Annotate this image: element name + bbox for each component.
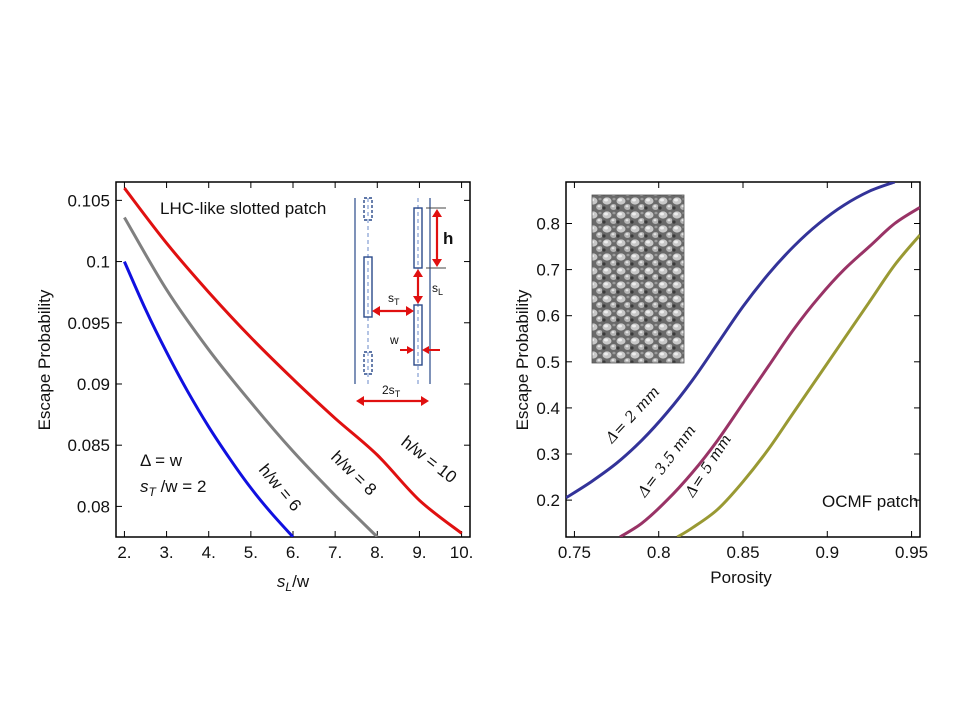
series-lines xyxy=(566,182,920,537)
y-tick-label: 0.1 xyxy=(86,253,110,272)
y-tick-label: 0.4 xyxy=(536,399,560,418)
inset-w-label: w xyxy=(389,333,399,347)
series-lines xyxy=(123,187,463,537)
x-tick-label: 0.85 xyxy=(726,543,759,562)
x-tick-label: 5. xyxy=(244,543,258,562)
chart-title: OCMF patch xyxy=(822,492,918,511)
inset-h-label: h xyxy=(443,229,453,248)
y-tick-label: 0.8 xyxy=(536,214,560,233)
x-ticks: 2. 3. 4. 5. 6. 7. 8. 9. 10. xyxy=(117,182,473,562)
x-tick-label: 3. xyxy=(159,543,173,562)
series-line-1 xyxy=(566,182,896,500)
y-tick-label: 0.09 xyxy=(77,375,110,394)
y-ticks: 0.2 0.3 0.4 0.5 0.6 0.7 0.8 xyxy=(536,214,920,510)
x-tick-label: 0.75 xyxy=(558,543,591,562)
y-axis-label: Escape Probability xyxy=(513,289,532,430)
x-tick-label: 10. xyxy=(450,543,474,562)
y-tick-label: 0.085 xyxy=(67,436,110,455)
inset-sl-label: sL xyxy=(432,281,443,297)
x-tick-label: 4. xyxy=(202,543,216,562)
y-ticks: 0.08 0.085 0.09 0.095 0.1 0.105 xyxy=(67,191,470,516)
series-line-3 xyxy=(123,187,463,535)
delta-annotation: Δ = w xyxy=(140,451,183,470)
x-tick-label: 8. xyxy=(370,543,384,562)
y-tick-label: 0.3 xyxy=(536,445,560,464)
y-tick-label: 0.105 xyxy=(67,191,110,210)
series-line-2 xyxy=(619,206,920,537)
y-tick-label: 0.08 xyxy=(77,497,110,516)
foam-micrograph-inset xyxy=(591,194,685,364)
x-tick-label: 0.9 xyxy=(815,543,839,562)
inset-st-label: sT xyxy=(388,291,400,307)
y-axis-label: Escape Probability xyxy=(35,289,54,430)
y-tick-label: 0.6 xyxy=(536,307,560,326)
x-tick-label: 7. xyxy=(328,543,342,562)
st-annotation: sT /w = 2 xyxy=(140,477,206,499)
y-tick-label: 0.095 xyxy=(67,314,110,333)
x-ticks: 0.75 0.8 0.85 0.9 0.95 xyxy=(558,182,928,562)
slot-schematic-inset: h sL sT w 2sT xyxy=(354,197,453,406)
x-tick-label: 6. xyxy=(286,543,300,562)
chart-title: LHC-like slotted patch xyxy=(160,199,326,218)
series-line-3 xyxy=(676,234,920,537)
series-line-1 xyxy=(123,260,295,537)
y-tick-label: 0.2 xyxy=(536,491,560,510)
x-axis-label: sL/w xyxy=(277,572,310,594)
plot-frame xyxy=(115,181,471,538)
x-tick-label: 2. xyxy=(117,543,131,562)
x-tick-label: 0.8 xyxy=(647,543,671,562)
ocmf-patch-chart: 0.75 0.8 0.85 0.9 0.95 0.2 0.3 0.4 0.5 0.6 0.7 0.8… xyxy=(513,181,928,587)
x-axis-label: Porosity xyxy=(710,568,772,587)
x-tick-label: 9. xyxy=(412,543,426,562)
inset-2st-label: 2sT xyxy=(382,383,401,399)
x-tick-label: 0.95 xyxy=(895,543,928,562)
slotted-patch-chart: 2. 3. 4. 5. 6. 7. 8. 9. 10. 0.080.0850.090.0950.… xyxy=(35,181,473,594)
y-tick-label: 0.7 xyxy=(536,261,560,280)
series-line-2 xyxy=(123,216,379,537)
y-tick-label: 0.5 xyxy=(536,353,560,372)
